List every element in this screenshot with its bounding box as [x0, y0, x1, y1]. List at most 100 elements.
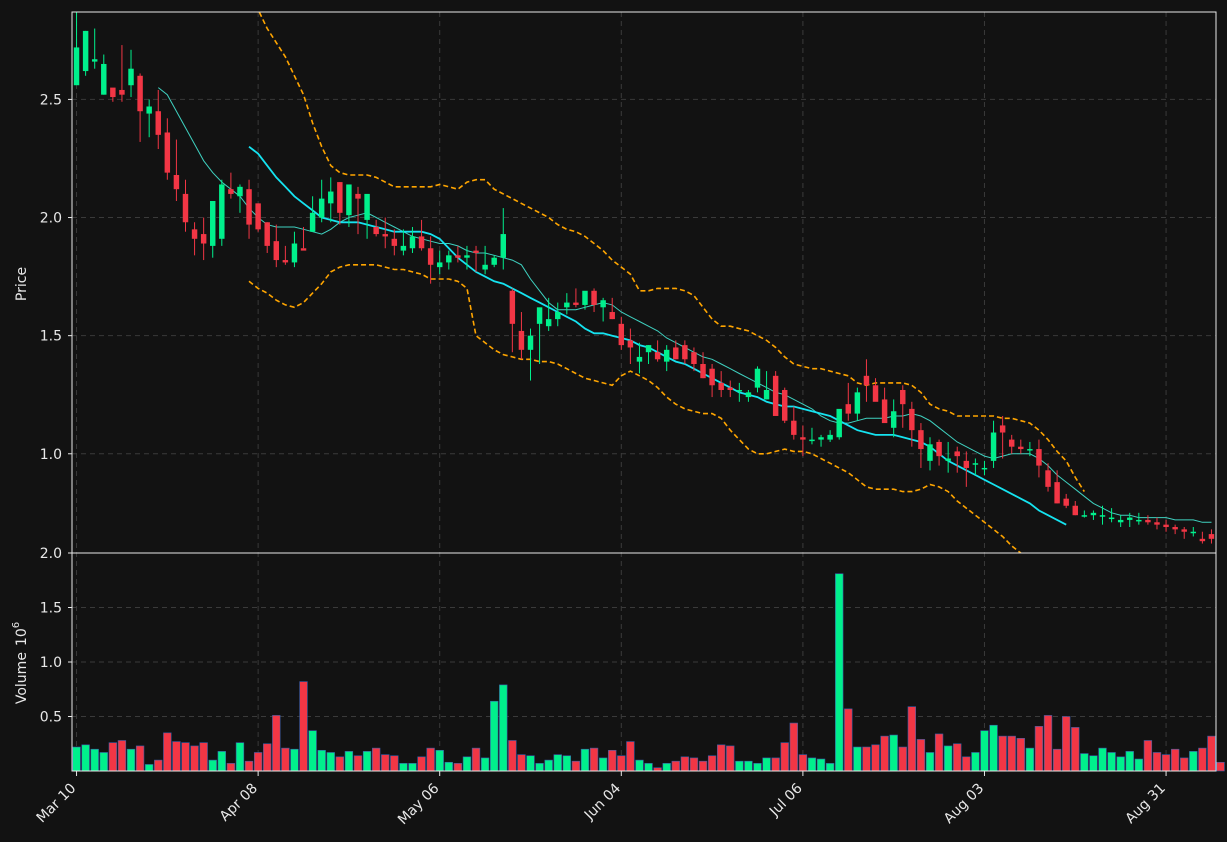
volume-bar [617, 755, 626, 772]
candle-body [582, 290, 588, 305]
volume-bar [1080, 753, 1089, 772]
candle-body [364, 193, 370, 220]
candle-body [682, 345, 688, 360]
candle-body [500, 234, 506, 258]
volume-bar [1189, 751, 1198, 772]
price-tick-label: 2.0 [40, 211, 62, 227]
candle-body [936, 441, 942, 457]
candle-body [945, 458, 951, 461]
volume-bar [235, 742, 245, 772]
volume-bar [1216, 761, 1225, 772]
volume-bar [417, 756, 426, 772]
candle-body [881, 399, 888, 424]
candle-body [1036, 449, 1042, 466]
candle-body [473, 250, 479, 253]
volume-bar [989, 724, 998, 772]
volume-bar [1062, 716, 1071, 772]
candle-body [200, 234, 207, 244]
upper-band-line [258, 12, 1085, 493]
candle-body [863, 375, 870, 386]
candle-body [82, 30, 89, 72]
candle-body [627, 340, 634, 348]
candle-body [763, 389, 770, 400]
candle-body [128, 68, 134, 86]
volume-bar [108, 742, 118, 772]
candle-body [800, 437, 806, 440]
candle-body [709, 368, 715, 386]
volume-bar [381, 754, 390, 772]
volume-bar [163, 732, 172, 772]
candle-body [654, 352, 661, 360]
volume-bar [925, 752, 935, 772]
candle-body [700, 364, 706, 379]
candle-body [818, 437, 824, 440]
candle-body [754, 368, 761, 388]
candle-body [1045, 470, 1051, 487]
volume-bar [626, 741, 635, 772]
volume-tick-label: 2.0 [40, 546, 62, 562]
candle-body [791, 420, 797, 435]
volume-bar [598, 757, 608, 772]
candle-body [1008, 439, 1015, 447]
volume-bar [789, 722, 798, 772]
volume-bar [480, 757, 490, 772]
volume-bar [1034, 726, 1044, 772]
volume-bar [1207, 735, 1216, 772]
candle-body [328, 191, 334, 204]
volume-bar [1143, 740, 1153, 772]
candle-body [772, 375, 779, 416]
volume-bar [117, 740, 127, 772]
volume-bar [753, 763, 762, 772]
candle-body [1190, 531, 1197, 534]
volume-bar [253, 752, 263, 772]
volume-bar [126, 748, 136, 772]
candle-body [164, 132, 171, 173]
price-tick-label: 2.5 [40, 92, 62, 108]
volume-bar [181, 742, 190, 772]
candle-body [119, 89, 125, 95]
volume-bar [371, 747, 381, 772]
volume-bar [662, 763, 671, 772]
volume-bar [744, 760, 753, 772]
candle-body [573, 302, 579, 305]
volume-bar [1161, 754, 1171, 772]
candle-body [809, 439, 815, 442]
candle-body [636, 356, 643, 362]
candle-body [909, 408, 915, 431]
candle-body [663, 349, 670, 362]
volume-tick-label: 1.5 [40, 601, 62, 617]
candle-body [436, 262, 443, 268]
volume-bar [717, 744, 726, 772]
volume-bar [1180, 757, 1189, 772]
candle-body [963, 460, 970, 468]
volume-bar [308, 730, 317, 772]
candle-body [228, 189, 234, 194]
volume-bar [499, 684, 508, 772]
volume-bar [726, 745, 735, 772]
volume-bar [408, 763, 417, 772]
candle-body [337, 182, 343, 213]
candles [73, 12, 1215, 544]
axes [68, 11, 1217, 776]
volume-tick-label: 0.5 [40, 710, 62, 726]
candle-body [455, 255, 461, 258]
volume-bar [217, 751, 226, 772]
volume-bar [471, 747, 481, 772]
volume-bar [362, 751, 372, 772]
candle-body [900, 389, 906, 405]
volume-bar [580, 748, 590, 772]
volume-bar [444, 761, 453, 772]
candle-body [1163, 524, 1169, 528]
candle-body [427, 248, 434, 265]
candle-body [146, 106, 152, 114]
candle-body [237, 186, 243, 197]
volume-bar [907, 706, 917, 772]
volume-bar [281, 747, 290, 772]
volume-bar [671, 760, 680, 772]
volume-bar [943, 745, 953, 772]
volume-bar [390, 755, 399, 772]
candle-body [836, 408, 842, 438]
candle-body [110, 87, 116, 98]
volume-bar [1071, 727, 1080, 772]
